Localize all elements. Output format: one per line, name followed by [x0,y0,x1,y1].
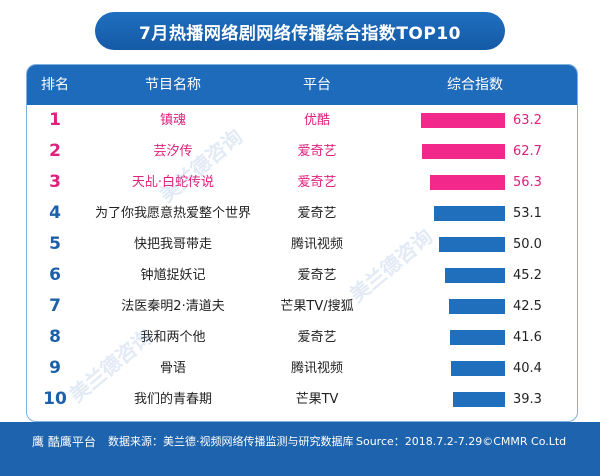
header-platform: 平台 [303,77,331,93]
table-header: 排名 节目名称 平台 综合指数 [27,65,577,105]
rank-number: 8 [49,327,61,347]
rank-number: 10 [43,389,67,409]
index-bar [430,175,505,190]
rank-number: 3 [49,172,61,192]
index-value: 53.1 [513,206,542,221]
index-bar [445,268,505,283]
index-bar [449,299,505,314]
platform-name: 芒果TV [295,392,339,407]
table-row: 9 骨语 腾讯视频 40.4 [27,353,577,384]
index-value: 42.5 [513,299,542,314]
footer: 鹰 酷鹰平台 数据来源：美兰德·视频网络传播监测与研究数据库 Source：20… [0,422,600,476]
platform-name: 爱奇艺 [297,144,337,159]
rank-number: 9 [49,358,61,378]
program-name: 快把我哥带走 [133,237,213,252]
rank-number: 2 [49,141,61,161]
platform-name: 腾讯视频 [290,237,344,252]
table-row: 5 快把我哥带走 腾讯视频 50.0 [27,229,577,260]
header-name: 节目名称 [145,77,201,93]
table-row: 1 镇魂 优酷 63.2 [27,105,577,136]
program-name: 天乩·白蛇传说 [131,175,215,190]
program-name: 骨语 [159,361,187,376]
rank-number: 6 [49,265,61,285]
table-row: 4 为了你我愿意热爱整个世界 爱奇艺 53.1 [27,198,577,229]
platform-name: 芒果TV/搜狐 [280,299,354,314]
index-value: 41.6 [513,330,542,345]
platform-name: 爱奇艺 [297,206,337,221]
program-name: 我和两个他 [140,330,206,345]
rank-number: 1 [49,110,61,130]
rank-number: 7 [49,296,61,316]
index-value: 40.4 [513,361,542,376]
source-en: Source：2018.7.2-7.29©CMMR Co.Ltd [356,435,567,448]
platform-name: 优酷 [303,113,331,128]
index-bar [421,113,505,128]
source-cn: 数据来源：美兰德·视频网络传播监测与研究数据库 [108,435,354,448]
program-name: 为了你我愿意热爱整个世界 [94,206,252,221]
index-bar [453,392,505,407]
index-bar [450,330,505,345]
program-name: 镇魂 [159,113,187,128]
header-index: 综合指数 [447,77,503,93]
index-value: 39.3 [513,392,542,407]
index-value: 62.7 [513,144,542,159]
index-bar [422,144,505,159]
index-value: 45.2 [513,268,542,283]
index-bar [451,361,505,376]
rank-number: 5 [49,234,61,254]
platform-name: 爱奇艺 [297,330,337,345]
index-value: 56.3 [513,175,542,190]
header-rank: 排名 [41,77,69,93]
table-row: 2 芸汐传 爱奇艺 62.7 [27,136,577,167]
platform-name: 腾讯视频 [290,361,344,376]
index-value: 50.0 [513,237,542,252]
table-row: 10 我们的青春期 芒果TV 39.3 [27,384,577,415]
chart-title: 7月热播网络剧网络传播综合指数TOP10 [95,12,505,50]
index-value: 63.2 [513,113,542,128]
program-name: 钟馗捉妖记 [140,268,206,283]
program-name: 我们的青春期 [133,392,213,407]
table-row: 7 法医秦明2·清道夫 芒果TV/搜狐 42.5 [27,291,577,322]
table-row: 8 我和两个他 爱奇艺 41.6 [27,322,577,353]
platform-logo: 鹰 酷鹰平台 [32,435,96,449]
program-name: 芸汐传 [153,144,193,159]
table-row: 3 天乩·白蛇传说 爱奇艺 56.3 [27,167,577,198]
rank-number: 4 [49,203,61,223]
index-bar [434,206,505,221]
platform-name: 爱奇艺 [297,175,337,190]
ranking-table: 排名 节目名称 平台 综合指数 1 镇魂 优酷 63.2 2 芸汐传 爱奇艺 62.7 3 天乩·… [26,64,578,422]
table-row: 6 钟馗捉妖记 爱奇艺 45.2 [27,260,577,291]
program-name: 法医秦明2·清道夫 [121,299,225,314]
index-bar [439,237,505,252]
platform-name: 爱奇艺 [297,268,337,283]
